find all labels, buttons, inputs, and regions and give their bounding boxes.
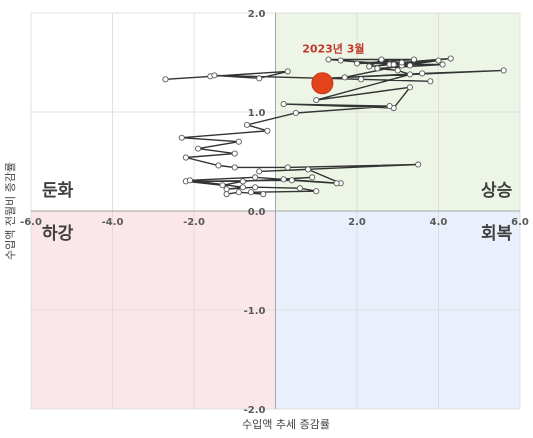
highlight-group: 2023년 3월 — [302, 41, 365, 95]
data-point — [162, 76, 169, 83]
data-point — [280, 176, 287, 183]
data-point — [406, 62, 414, 69]
data-point — [296, 185, 304, 192]
data-point — [386, 103, 393, 110]
data-point — [256, 168, 263, 175]
data-point — [252, 184, 259, 191]
data-point — [223, 186, 230, 193]
data-point — [182, 154, 189, 161]
x-axis-label: 수입액 추세 증감률 — [242, 418, 330, 431]
data-point — [374, 65, 381, 72]
y-tick-label: 1.0 — [248, 108, 266, 119]
data-point — [419, 70, 426, 77]
data-point — [337, 57, 344, 64]
series-line — [165, 57, 504, 195]
x-tick-label: 2.0 — [348, 217, 366, 228]
data-point — [353, 60, 361, 67]
data-point — [288, 177, 295, 184]
data-point — [284, 164, 291, 171]
data-point — [219, 182, 226, 189]
data-point — [252, 174, 259, 181]
data-point — [415, 161, 422, 168]
data-point — [325, 56, 332, 63]
x-tick-label: 4.0 — [430, 217, 448, 228]
quadrant-label-slow: 둔화 — [42, 181, 74, 201]
data-point — [358, 76, 365, 83]
data-point — [292, 109, 299, 117]
highlight-point — [311, 72, 334, 95]
data-point — [427, 78, 434, 85]
data-point — [264, 127, 271, 134]
quadrant-label-fall: 하강 — [42, 224, 74, 244]
y-tick-label: 0.0 — [248, 207, 266, 218]
data-point — [235, 189, 242, 196]
data-point — [256, 75, 263, 82]
x-tick-label: -4.0 — [102, 217, 124, 228]
quadrant-label-rise: 상승 — [481, 181, 513, 201]
data-point — [239, 184, 246, 191]
data-point — [398, 59, 405, 66]
data-point — [406, 84, 414, 91]
axes — [31, 13, 520, 409]
data-point — [447, 55, 454, 62]
x-tick-label: -2.0 — [183, 217, 205, 228]
data-point — [260, 191, 267, 198]
data-point — [439, 61, 446, 68]
data-point — [341, 74, 348, 81]
highlight-label: 2023년 3월 — [302, 41, 364, 55]
data-point — [394, 67, 401, 74]
series — [162, 55, 507, 198]
data-point — [406, 71, 414, 78]
data-point — [309, 174, 316, 181]
data-point — [313, 97, 320, 104]
data-point — [378, 56, 385, 63]
data-point — [223, 191, 230, 198]
data-point — [500, 67, 507, 74]
data-point — [231, 164, 238, 171]
y-tick-label: 2.0 — [248, 9, 266, 20]
data-point — [178, 134, 185, 141]
quadrant-label-recover: 회복 — [481, 224, 513, 244]
data-point — [305, 166, 312, 173]
data-point — [333, 180, 340, 187]
y-axis-label: 수입액 전월비 증감률 — [4, 162, 17, 260]
data-point — [313, 188, 320, 195]
data-point — [390, 61, 397, 68]
data-point — [366, 63, 373, 70]
data-point — [435, 57, 442, 64]
y-tick-label: -1.0 — [244, 306, 266, 317]
data-point — [186, 177, 193, 184]
data-point — [215, 162, 222, 169]
data-point — [195, 145, 202, 152]
data-point — [231, 150, 238, 157]
x-tick-label: 6.0 — [511, 217, 529, 228]
y-tick-label: -2.0 — [244, 405, 266, 416]
data-point — [280, 101, 287, 108]
data-point — [410, 56, 418, 63]
tick-labels: -6.0 -4.0 -2.0 2.0 4.0 6.0 2.0 1.0 0.0 -1.0 -2.0 — [20, 9, 529, 416]
x-tick-label: -6.0 — [20, 217, 42, 228]
data-point — [284, 68, 291, 75]
data-point — [243, 121, 251, 128]
data-point — [239, 178, 246, 185]
data-point — [235, 138, 242, 145]
data-point — [247, 189, 255, 196]
data-point — [211, 72, 218, 79]
